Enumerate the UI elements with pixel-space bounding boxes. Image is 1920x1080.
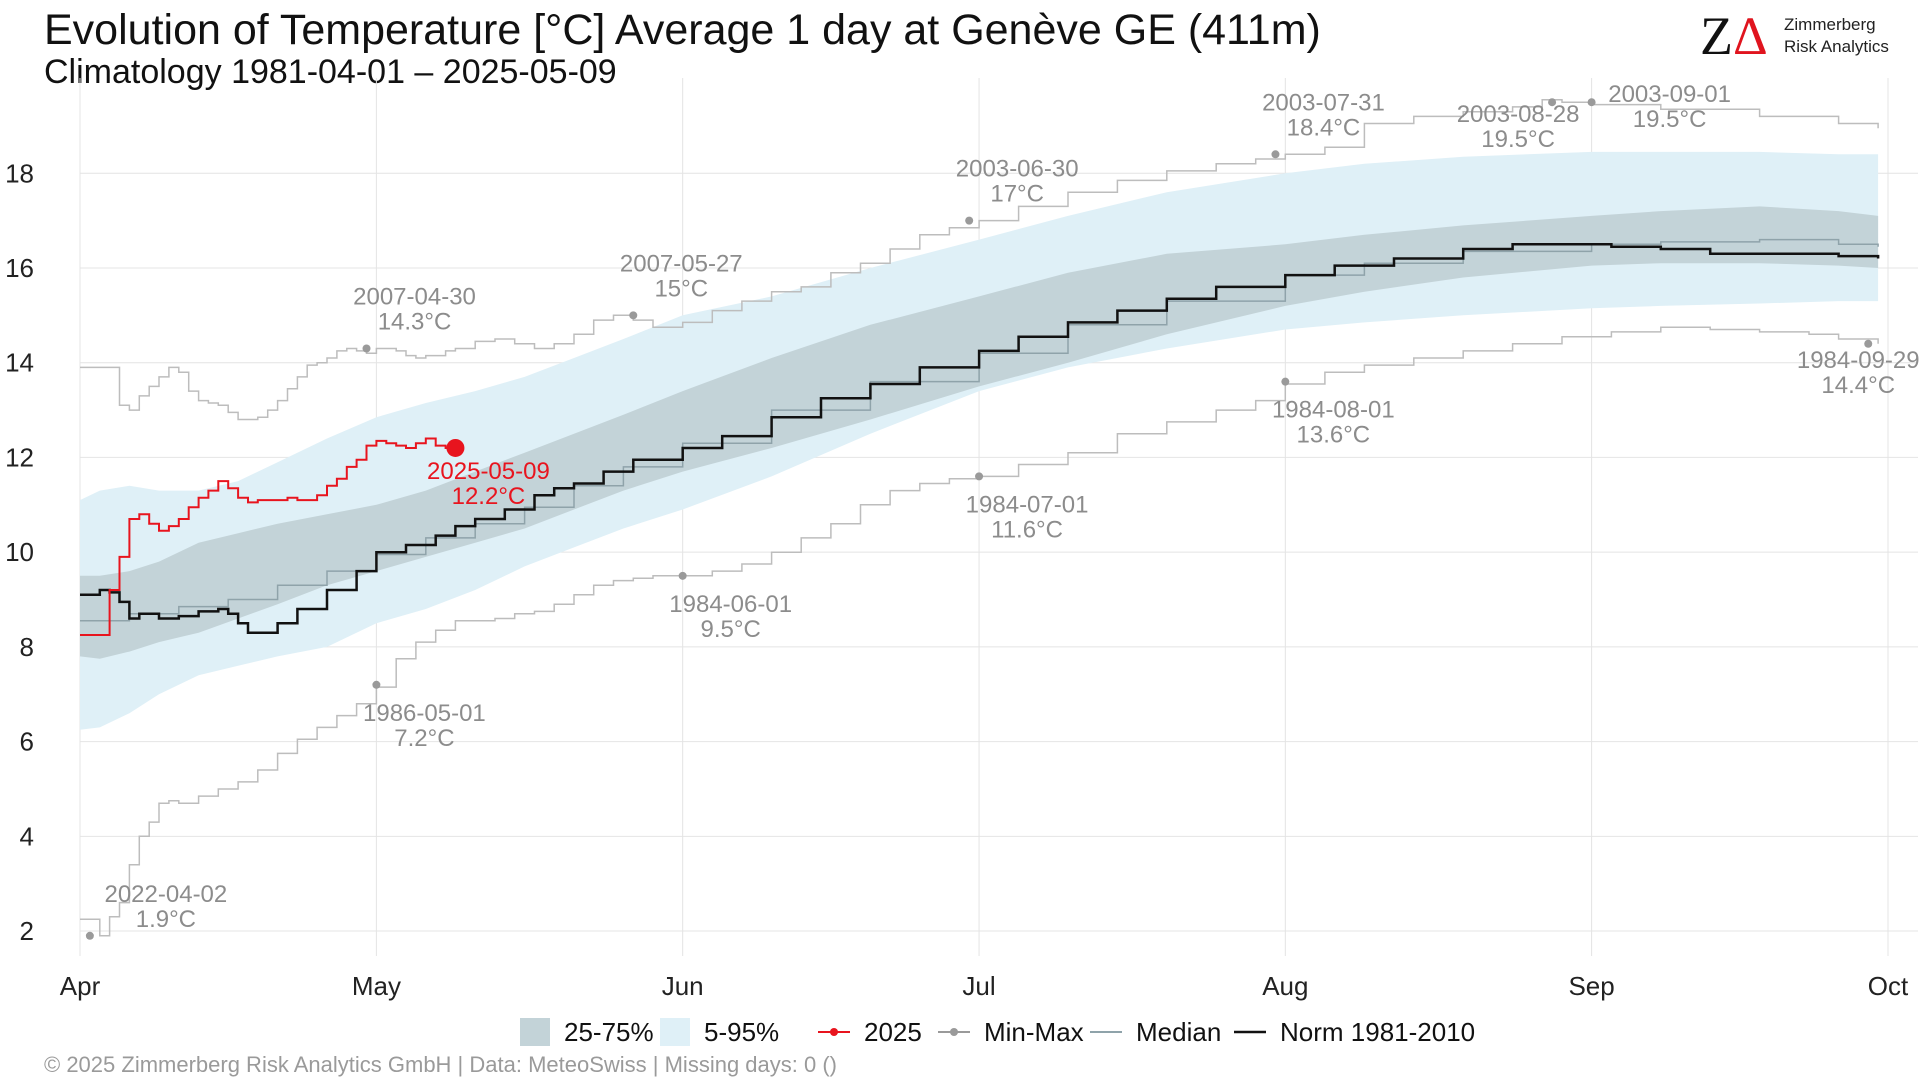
legend-item-median: Median (1088, 1014, 1221, 1050)
y-tick-label: 14 (5, 348, 34, 378)
band-iqr (80, 206, 1879, 659)
y-tick-label: 18 (5, 158, 34, 188)
series-median-line (80, 238, 1879, 622)
logo-line1: Zimmerberg (1784, 15, 1876, 34)
chart-title: Evolution of Temperature [°C] Average 1 … (44, 6, 1321, 54)
record-value-label: 7.2°C (394, 725, 454, 752)
legend-label-p5-95: 5-95% (704, 1016, 780, 1047)
record-value-label: 18.4°C (1287, 114, 1361, 141)
record-value-label: 13.6°C (1297, 422, 1371, 449)
record-value-label: 9.5°C (701, 616, 761, 643)
record-value-label: 14.4°C (1821, 372, 1895, 399)
record-value-label: 19.5°C (1633, 106, 1707, 133)
y-tick-label: 4 (20, 821, 34, 851)
x-tick-label: Apr (60, 971, 101, 1001)
record-date-label: 2003-09-01 (1608, 81, 1731, 108)
x-tick-label: Aug (1262, 971, 1308, 1001)
legend-item-iqr: 25-75% (520, 1014, 654, 1050)
legend-label-2025: 2025 (864, 1016, 922, 1047)
record-point-min (372, 680, 381, 689)
legend-label-iqr: 25-75% (564, 1016, 654, 1047)
record-value-label: 11.6°C (991, 516, 1063, 543)
record-date-label: 2007-04-30 (353, 283, 476, 310)
y-tick-label: 8 (20, 632, 34, 662)
company-logo: ZΔ Zimmerberg Risk Analytics (1700, 8, 1910, 68)
legend-item-minmax: Min-Max (936, 1014, 1084, 1050)
y-tick-label: 6 (20, 727, 34, 757)
series-2025-line (80, 437, 456, 636)
record-value-label: 1.9°C (136, 906, 196, 933)
record-point-min (975, 472, 984, 481)
logo-wordmark: Zimmerberg Risk Analytics (1784, 14, 1889, 58)
series-min-line (80, 326, 1879, 937)
x-tick-label: Jun (662, 971, 704, 1001)
x-tick-label: Oct (1868, 971, 1909, 1001)
record-value-label: 17°C (990, 181, 1044, 208)
legend-swatch-iqr (520, 1018, 550, 1046)
record-point-max (1548, 98, 1557, 107)
current-date-label: 2025-05-09 (427, 458, 550, 485)
legend-item-p5-95: 5-95% (660, 1014, 779, 1050)
record-value-label: 19.5°C (1481, 126, 1555, 153)
series-norm-line (80, 243, 1880, 634)
current-value-label: 12.2°C (452, 483, 526, 510)
logo-line2: Risk Analytics (1784, 37, 1889, 56)
record-point-max (1587, 98, 1596, 107)
x-tick-label: May (352, 971, 401, 1001)
record-point-min (1864, 339, 1873, 348)
footer-credits: © 2025 Zimmerberg Risk Analytics GmbH | … (44, 1052, 837, 1077)
chart-subtitle: Climatology 1981-04-01 – 2025-05-09 (44, 53, 617, 91)
legend-label-median: Median (1136, 1016, 1222, 1047)
legend-marker-median (1090, 1031, 1122, 1033)
record-point-max (965, 216, 974, 225)
record-date-label: 2007-05-27 (620, 250, 743, 277)
temperature-chart: 2 4 6 8 10 12 14 16 18 Apr May Jun Jul Aug Sep Oct 2007-… (5, 78, 1920, 1001)
legend-marker-2025 (818, 1028, 850, 1036)
record-point-min (1281, 377, 1290, 386)
x-tick-label: Jul (962, 971, 995, 1001)
record-date-label: 2022-04-02 (104, 881, 227, 908)
y-tick-label: 2 (20, 916, 34, 946)
record-point-max (1271, 150, 1280, 159)
record-point-min (678, 571, 687, 580)
record-date-label: 1984-06-01 (669, 591, 792, 618)
logo-mark: ZΔ (1700, 6, 1768, 66)
legend-label-minmax: Min-Max (984, 1016, 1084, 1047)
record-value-label: 15°C (654, 275, 708, 302)
legend-marker-norm (1234, 1030, 1266, 1034)
x-tick-label: Sep (1568, 971, 1614, 1001)
legend-marker-minmax (938, 1028, 970, 1036)
legend-label-norm: Norm 1981-2010 (1280, 1016, 1476, 1047)
y-tick-label: 12 (5, 442, 34, 472)
record-date-label: 1984-07-01 (966, 491, 1089, 518)
record-date-label: 1984-08-01 (1272, 397, 1395, 424)
y-tick-label: 10 (5, 537, 34, 567)
current-point-2025 (446, 438, 465, 457)
record-point-min (85, 931, 94, 940)
record-date-label: 1986-05-01 (363, 700, 486, 727)
band-p5-95 (80, 151, 1879, 730)
record-point-max (629, 311, 638, 320)
record-value-label: 14.3°C (378, 308, 452, 335)
record-date-label: 2003-08-28 (1457, 101, 1580, 128)
legend-item-2025: 2025 (816, 1014, 922, 1050)
record-date-label: 2003-06-30 (956, 156, 1079, 183)
y-tick-label: 16 (5, 253, 34, 283)
record-date-label: 2003-07-31 (1262, 89, 1385, 116)
series-max-line (80, 99, 1879, 421)
record-date-label: 1984-09-29 (1797, 347, 1920, 374)
legend-swatch-p5-95 (660, 1018, 690, 1046)
record-point-max (362, 344, 371, 353)
legend-item-norm: Norm 1981-2010 (1232, 1014, 1475, 1050)
